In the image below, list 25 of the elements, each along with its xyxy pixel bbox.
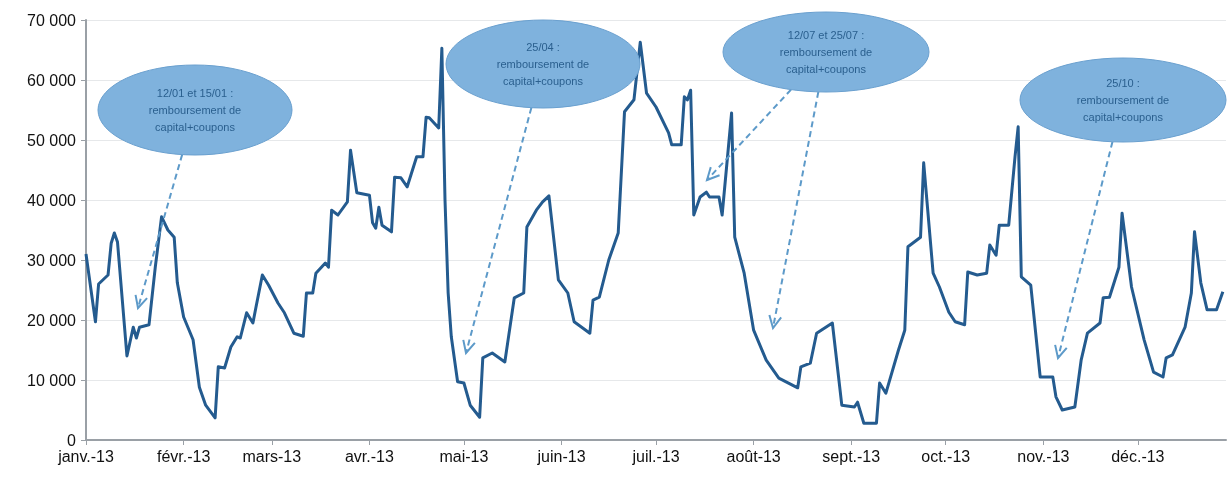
x-tick-label: mars-13 bbox=[242, 447, 302, 465]
y-tick-label: 20 000 bbox=[27, 311, 77, 329]
x-tick-label: août-13 bbox=[726, 447, 781, 465]
x-tick-label: mai-13 bbox=[439, 447, 489, 465]
y-tick-label: 0 bbox=[67, 431, 77, 449]
x-tick-label: avr.-13 bbox=[344, 447, 394, 465]
x-tick-label: nov.-13 bbox=[1017, 447, 1070, 465]
y-tick-label: 40 000 bbox=[27, 191, 77, 209]
y-tick-label: 30 000 bbox=[27, 251, 77, 269]
x-tick-label: juil.-13 bbox=[631, 447, 680, 465]
y-tick-label: 70 000 bbox=[27, 11, 77, 29]
annotation: 25/04 : remboursement de capital+coupons bbox=[496, 41, 590, 87]
x-tick-label: janv.-13 bbox=[57, 447, 114, 465]
y-tick-label: 60 000 bbox=[27, 71, 77, 89]
annotation: 25/10 : remboursement de capital+coupons bbox=[1076, 77, 1170, 123]
line-series bbox=[84, 40, 1225, 425]
x-tick-label: déc.-13 bbox=[1111, 447, 1165, 465]
x-tick-label: févr.-13 bbox=[156, 447, 211, 465]
annotation: 12/01 et 15/01 : remboursement de capital+coupons bbox=[148, 87, 242, 133]
annotation: 12/07 et 25/07 : remboursement de capital+coupons bbox=[779, 29, 873, 75]
x-tick-label: sept.-13 bbox=[822, 447, 881, 465]
x-tick-label: juin-13 bbox=[536, 447, 586, 465]
y-tick-label: 50 000 bbox=[27, 131, 77, 149]
y-tick-label: 10 000 bbox=[27, 371, 77, 389]
x-tick-label: oct.-13 bbox=[921, 447, 971, 465]
